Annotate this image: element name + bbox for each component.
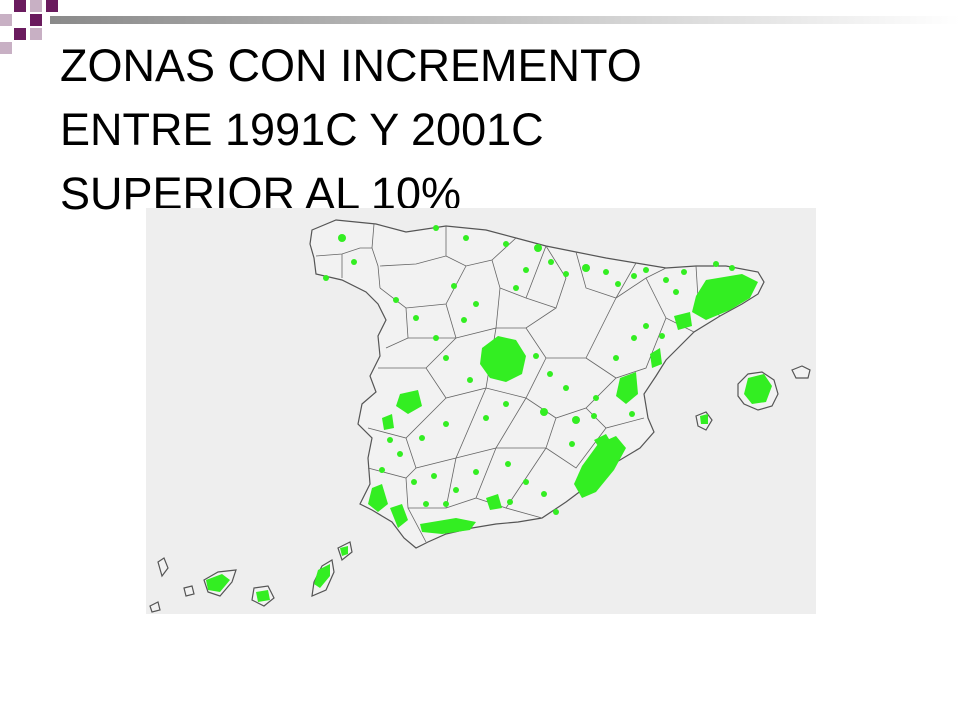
- slide-title: ZONAS CON INCREMENTO ENTRE 1991C Y 2001C…: [60, 34, 642, 226]
- header-decoration: [0, 0, 960, 54]
- zone-tarragona: [674, 312, 692, 330]
- zone-tenerife: [206, 574, 230, 592]
- zone-alicante-murcia: [574, 436, 626, 498]
- zone-fuerteventura: [314, 564, 330, 588]
- square-purple-2: [46, 0, 58, 12]
- zone-caceres: [396, 390, 422, 414]
- zone-granada: [486, 494, 502, 510]
- square-purple-4: [14, 28, 26, 40]
- zone-madrid: [480, 336, 526, 382]
- zone-costa-sol: [420, 518, 476, 534]
- title-line-2: ENTRE 1991C Y 2001C: [60, 104, 544, 155]
- island-el-hierro: [149, 601, 161, 613]
- zone-badajoz: [382, 414, 394, 430]
- title-line-1: ZONAS CON INCREMENTO: [60, 40, 642, 91]
- square-purple-3: [30, 14, 42, 26]
- zone-gran-canaria: [256, 590, 270, 602]
- growth-zones: [206, 274, 772, 602]
- square-pink-2: [0, 14, 12, 26]
- zone-murcia-north: [594, 434, 612, 452]
- zone-barcelona-girona: [692, 274, 758, 320]
- zone-cadiz: [390, 504, 408, 528]
- square-purple-1: [14, 0, 26, 12]
- growth-dots: [323, 225, 735, 515]
- island-la-palma: [157, 557, 169, 578]
- zone-mallorca: [744, 374, 772, 404]
- zone-castellon: [650, 348, 662, 368]
- zone-lanzarote: [340, 546, 348, 556]
- zone-sevilla-huelva: [368, 484, 388, 512]
- square-pink-3: [30, 28, 42, 40]
- square-pink-1: [30, 0, 42, 12]
- zone-valencia: [616, 372, 638, 404]
- province-borders: [315, 223, 721, 543]
- zone-ibiza: [700, 414, 708, 424]
- island-menorca: [791, 365, 811, 379]
- island-la-gomera: [183, 585, 195, 597]
- square-pink-4: [0, 42, 12, 54]
- spain-map: [146, 208, 816, 614]
